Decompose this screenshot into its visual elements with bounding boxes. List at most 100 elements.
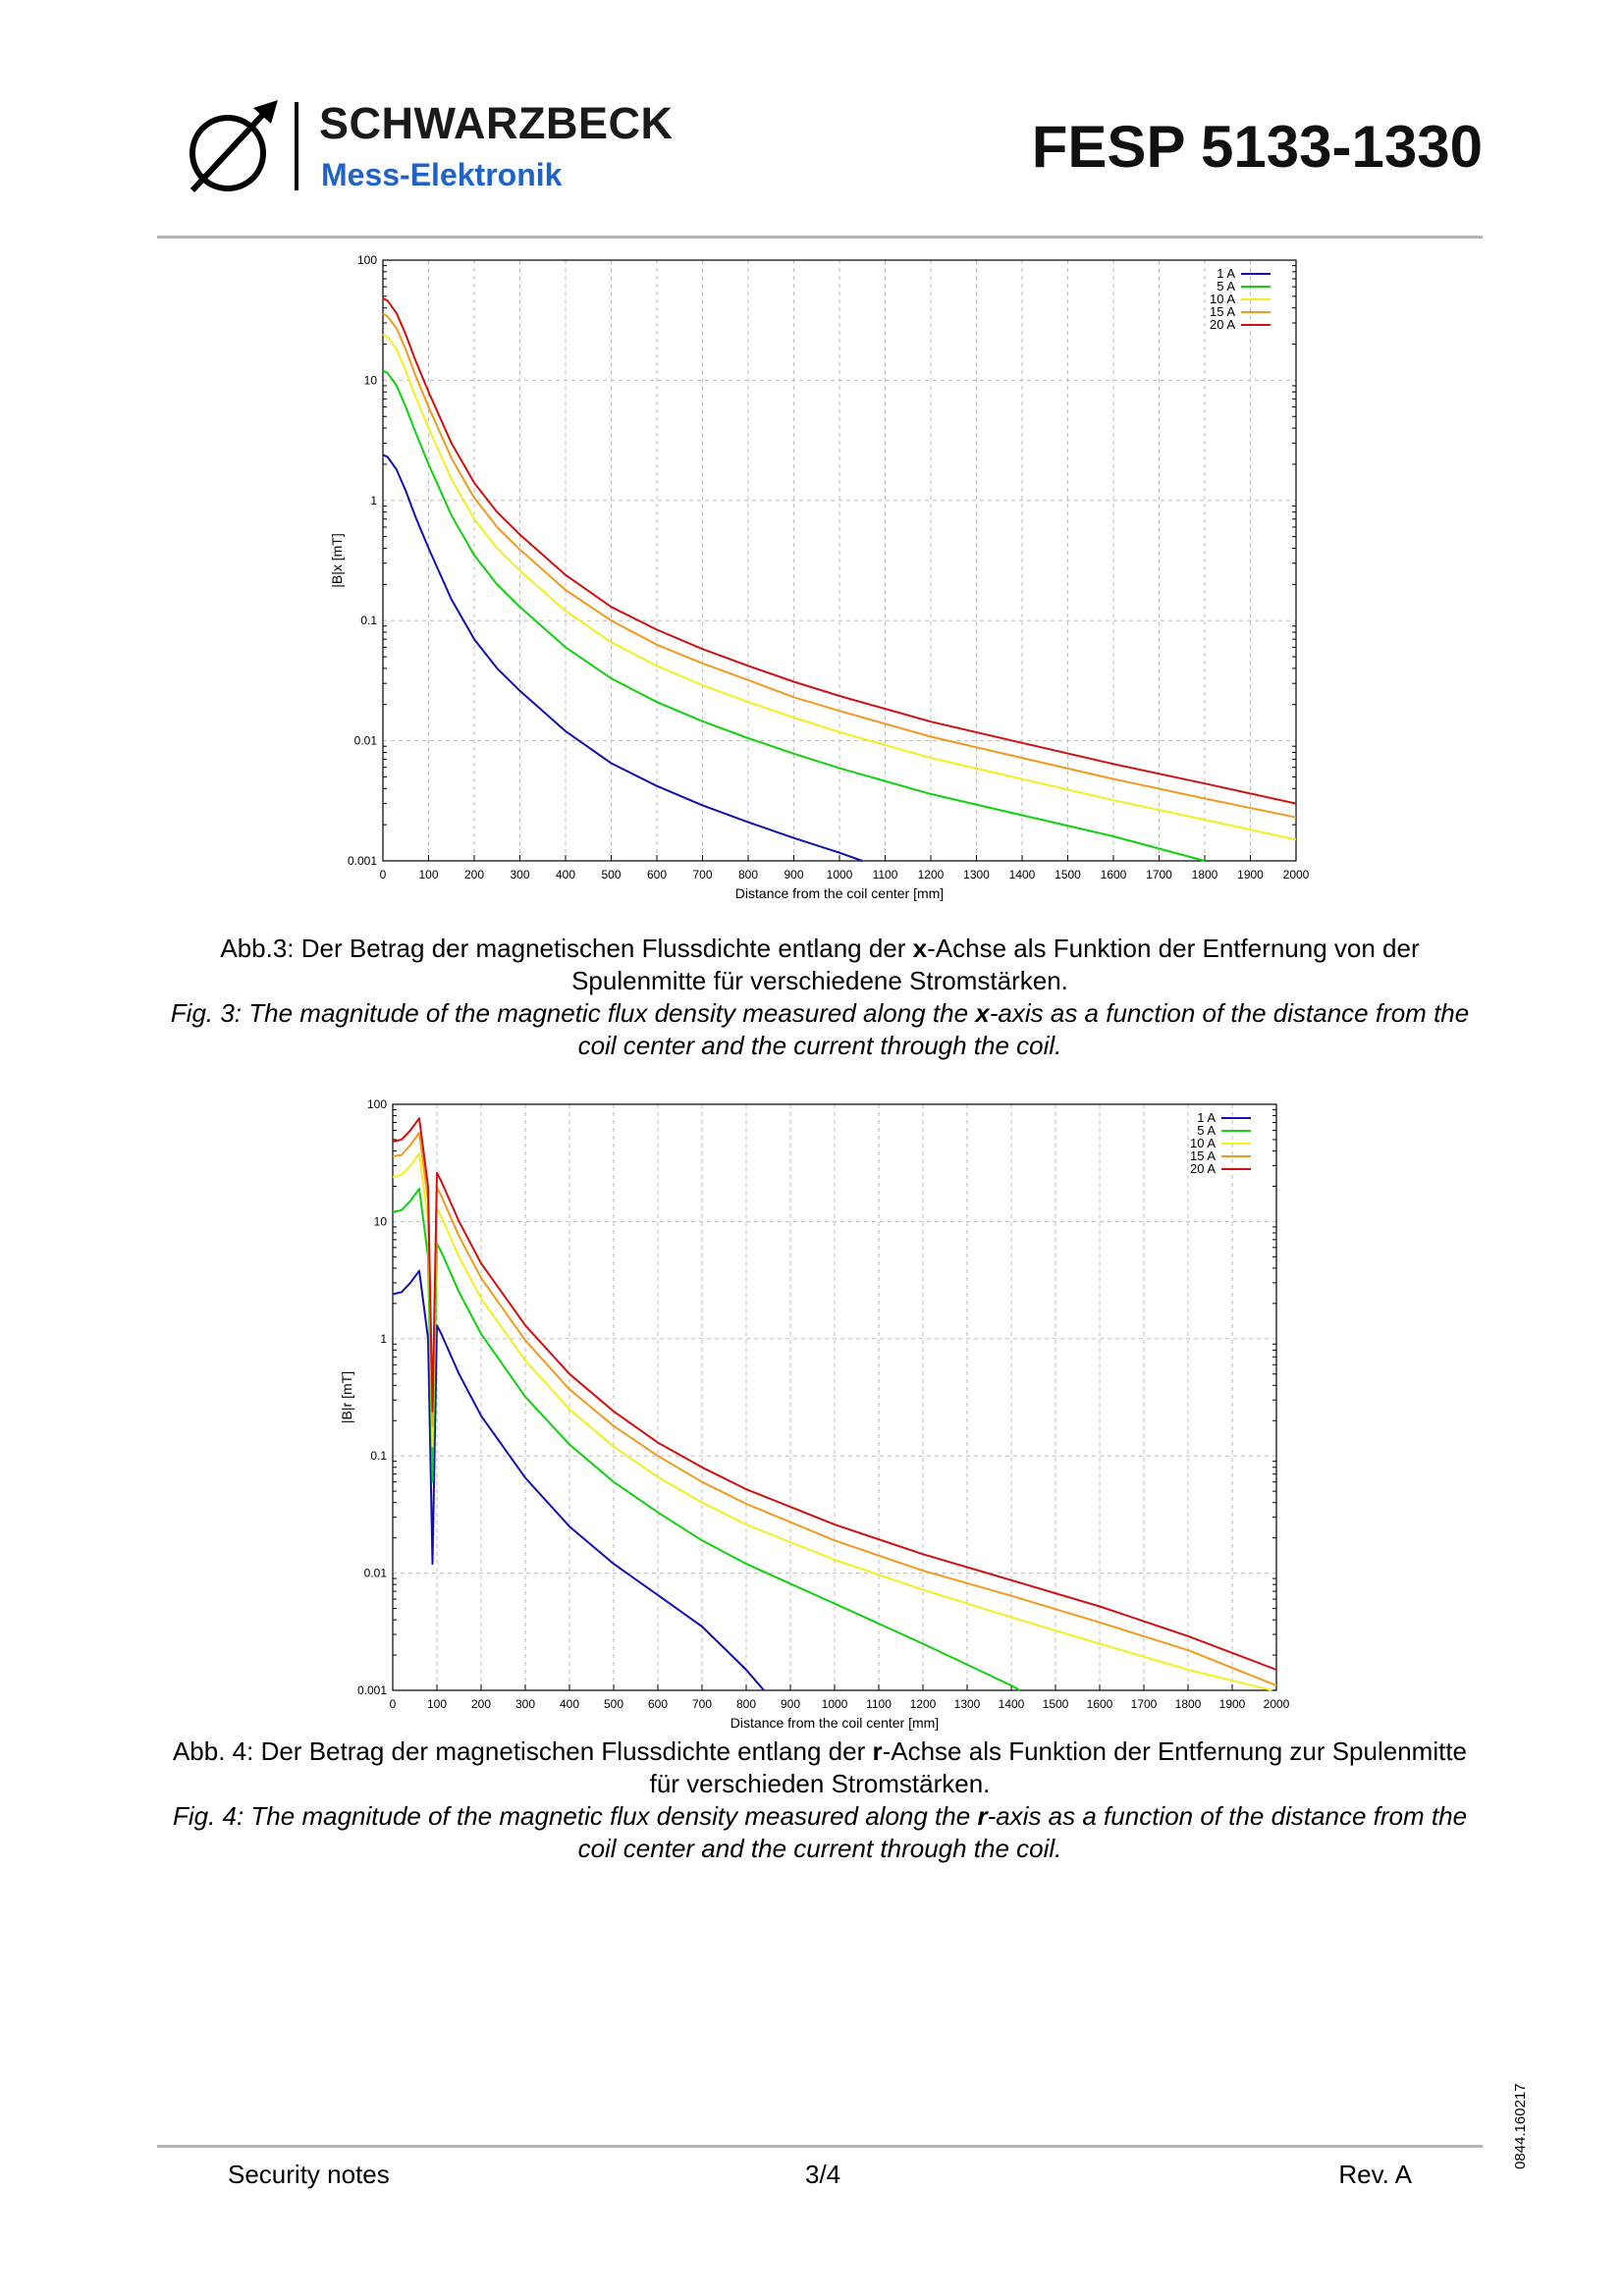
caption-fig4: Abb. 4: Der Betrag der magnetischen Flus… [157,1735,1483,1865]
schwarzbeck-logo-icon [189,100,278,193]
x-tick-label: 2000 [1283,868,1310,881]
x-tick-label: 1800 [1175,1697,1202,1711]
caption-text: -axis as a function of the distance from… [577,998,1470,1060]
x-tick-label: 400 [560,1697,579,1711]
plot-frame [382,259,1297,862]
footer-page-number: 3/4 [805,2160,841,2189]
footer-section: Security notes [228,2160,390,2189]
series-line-10a [382,333,1297,841]
x-tick-label: 1300 [954,1697,981,1711]
x-tick-label: 1600 [1087,1697,1113,1711]
legend-label: 1 A [1197,1110,1216,1125]
legend-label: 10 A [1190,1136,1216,1150]
x-tick-label: 1900 [1237,868,1264,881]
x-tick-label: 800 [736,1697,756,1711]
x-axis-label: Distance from the coil center [mm] [735,885,944,901]
page-footer: Security notes 3/4 Rev. A [157,2150,1483,2189]
chart-fig4-svg: 0 100 200 300 400 500 600 700 800 900 1000 1100 1200… [339,1097,1290,1731]
series-line-1a [392,1269,765,1691]
y-tick-label: 100 [357,253,377,267]
y-tick-label: 1 [380,1332,387,1346]
x-tick-label: 1900 [1219,1697,1246,1711]
x-tick-label: 1700 [1131,1697,1158,1711]
x-tick-label: 100 [427,1697,447,1711]
y-tick-label: 0.01 [354,734,378,748]
brand-subtitle: Mess-Elektronik [321,157,563,192]
x-tick-label: 1200 [918,868,945,881]
chart-fig3-svg: 0 100 200 300 400 500 600 700 800 900 1000 1100 1200… [329,253,1310,901]
legend-label: 15 A [1210,304,1235,319]
caption-text: Fig. 3: The magnitude of the magnetic fl… [170,998,976,1028]
caption-text: -Achse als Funktion der Entfernung zur S… [649,1736,1468,1798]
legend-label: 1 A [1217,266,1235,281]
series-line-5a [392,1188,1021,1691]
caption-axis: r [872,1736,883,1766]
x-tick-label: 2000 [1264,1697,1290,1711]
x-tick-label: 800 [738,868,758,881]
brand-name: SCHWARZBECK [319,98,674,148]
y-tick-label: 1 [370,494,377,507]
x-tick-label: 700 [692,868,712,881]
x-tick-label: 1300 [963,868,990,881]
x-tick-label: 200 [464,868,484,881]
legend-label: 5 A [1217,279,1235,294]
series-line-5a [382,369,1206,862]
y-axis-label: |B|x [mT] [329,533,345,588]
legend-label: 20 A [1190,1161,1216,1176]
x-tick-label: 500 [601,868,621,881]
x-tick-label: 300 [510,868,529,881]
legend-label: 15 A [1190,1148,1216,1163]
legend-label: 20 A [1210,317,1235,332]
x-tick-label: 900 [781,1697,800,1711]
caption-text: -axis as a function of the distance from… [577,1801,1468,1863]
document-id: 0844.160217 [1512,2083,1529,2169]
x-tick-label: 600 [648,1697,668,1711]
caption-text: Abb. 4: Der Betrag der magnetischen Flus… [172,1736,873,1766]
y-tick-label: 0.1 [360,614,377,627]
series-line-20a [382,297,1297,805]
x-tick-label: 500 [604,1697,623,1711]
x-tick-label: 400 [556,868,575,881]
y-tick-label: 10 [364,373,378,387]
x-tick-label: 1400 [999,1697,1025,1711]
y-tick-label: 0.001 [357,1683,387,1697]
x-tick-label: 1100 [873,868,898,881]
series-line-1a [382,454,863,862]
x-tick-label: 700 [692,1697,712,1711]
y-tick-label: 0.001 [348,854,377,868]
caption-axis: x [912,934,928,963]
x-tick-label: 0 [390,1697,397,1711]
caption-text: Abb.3: Der Betrag der magnetischen Fluss… [220,934,913,963]
page-header: SCHWARZBECK Mess-Elektronik FESP 5133-13… [157,88,1483,236]
chart-fig3: 0 100 200 300 400 500 600 700 800 900 1000 1100 1200… [314,250,1316,908]
caption-fig3: Abb.3: Der Betrag der magnetischen Fluss… [157,933,1483,1062]
caption-axis: x [975,998,990,1028]
y-tick-label: 100 [367,1097,387,1111]
document-code: FESP 5133-1330 [1031,114,1483,180]
y-axis-label: |B|r [mT] [339,1371,354,1423]
chart-fig4: 0 100 200 300 400 500 600 700 800 900 1000 1100 1200… [324,1090,1306,1742]
x-tick-label: 1100 [866,1697,892,1711]
series-line-15a [392,1132,1277,1687]
series-line-20a [392,1117,1277,1671]
x-tick-label: 1500 [1055,868,1081,881]
y-tick-label: 0.01 [364,1567,388,1580]
x-tick-label: 200 [471,1697,491,1711]
x-tick-label: 1600 [1101,868,1127,881]
legend-label: 5 A [1197,1123,1216,1138]
footer-revision: Rev. A [1338,2160,1412,2189]
y-tick-label: 10 [374,1214,388,1228]
x-tick-label: 1000 [827,868,853,881]
plot-frame [392,1103,1277,1691]
caption-fig3-de: Abb.3: Der Betrag der magnetischen Fluss… [157,933,1483,997]
caption-text: -Achse als Funktion der Entfernung von d… [571,934,1420,995]
caption-fig4-en: Fig. 4: The magnitude of the magnetic fl… [157,1800,1483,1865]
x-tick-label: 1000 [822,1697,848,1711]
x-tick-label: 1700 [1146,868,1172,881]
x-tick-label: 100 [418,868,438,881]
logo-separator [295,102,298,190]
legend-label: 10 A [1210,292,1235,306]
x-tick-label: 900 [784,868,803,881]
x-tick-label: 1400 [1009,868,1036,881]
series-line-10a [392,1152,1272,1691]
